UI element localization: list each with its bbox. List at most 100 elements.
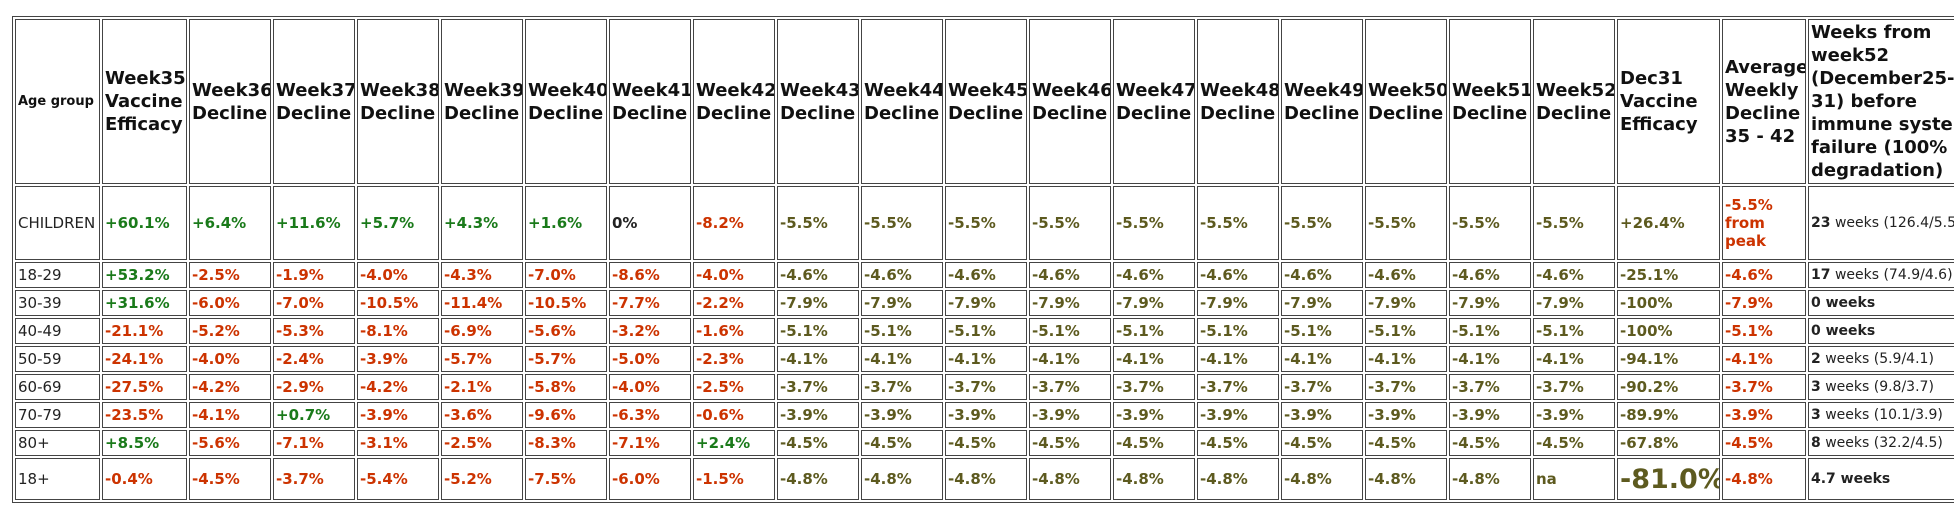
value-cell: +26.4%: [1617, 186, 1720, 260]
value-cell: -5.1%: [1365, 318, 1447, 344]
value-cell: -24.1%: [102, 346, 187, 372]
value-cell: -4.5%: [861, 430, 943, 456]
value-cell: -3.9%: [1113, 402, 1195, 428]
value-cell: -7.9%: [945, 290, 1027, 316]
column-header: Average Weekly Decline 35 - 42: [1722, 19, 1806, 184]
age-group: 40-49: [15, 318, 100, 344]
value-cell: -5.8%: [525, 374, 607, 400]
value-cell: -2.5%: [441, 430, 523, 456]
value-cell: -4.1%: [1365, 346, 1447, 372]
weeks-cell: 2 weeks (5.9/4.1): [1808, 346, 1954, 372]
value-cell: +53.2%: [102, 262, 187, 288]
value-cell: -2.2%: [693, 290, 775, 316]
value-cell: -4.1%: [189, 402, 271, 428]
table-row: 80+ +8.5% -5.6% -7.1% -3.1% -2.5% -8.3% -7.1% +2…: [15, 430, 1954, 456]
value-cell: -3.9%: [1449, 402, 1531, 428]
value-cell: -7.9%: [1197, 290, 1279, 316]
value-cell: -3.7%: [861, 374, 943, 400]
value-cell: -67.8%: [1617, 430, 1720, 456]
weeks-detail: weeks (74.9/4.6): [1834, 267, 1953, 283]
value-cell: -4.6%: [1449, 262, 1531, 288]
value-cell: -3.7%: [1365, 374, 1447, 400]
value-cell: -8.6%: [609, 262, 691, 288]
column-header: Week39 Decline: [441, 19, 523, 184]
value-cell: -1.6%: [693, 318, 775, 344]
value-cell: -5.5%: [1449, 186, 1531, 260]
value-cell: -5.5%: [945, 186, 1027, 260]
value-cell: -4.6%: [1113, 262, 1195, 288]
column-header: Week49 Decline: [1281, 19, 1363, 184]
value-cell: -11.4%: [441, 290, 523, 316]
value-cell: -4.0%: [609, 374, 691, 400]
column-header: Week45 Decline: [945, 19, 1027, 184]
age-group: 18+: [15, 458, 100, 500]
table-row: 18-29 +53.2% -2.5% -1.9% -4.0% -4.3% -7.0% -8.6…: [15, 262, 1954, 288]
value-cell: -3.9%: [861, 402, 943, 428]
value-cell: -8.1%: [357, 318, 439, 344]
weeks-cell: 23 weeks (126.4/5.5): [1808, 186, 1954, 260]
weeks-cell: 8 weeks (32.2/4.5): [1808, 430, 1954, 456]
age-group: 50-59: [15, 346, 100, 372]
weeks-cell: 4.7 weeks: [1808, 458, 1954, 500]
table-wrap: Age group Week35 Vaccine Efficacy Week36 D…: [12, 16, 1954, 503]
weeks-count: 23: [1811, 215, 1831, 231]
value-cell: -5.5%: [1113, 186, 1195, 260]
column-header: Week51 Decline: [1449, 19, 1531, 184]
weeks-count: 3: [1811, 407, 1821, 423]
value-cell: -5.3%: [273, 318, 355, 344]
value-cell: -1.9%: [273, 262, 355, 288]
value-cell: -4.6%: [1533, 262, 1615, 288]
value-cell: -4.6%: [1029, 262, 1111, 288]
value-cell: -3.7%: [1533, 374, 1615, 400]
value-cell: -3.7%: [777, 374, 859, 400]
weeks-cell: 17 weeks (74.9/4.6): [1808, 262, 1954, 288]
weeks-cell: 0 weeks: [1808, 290, 1954, 316]
value-cell: -4.8%: [1113, 458, 1195, 500]
value-cell: -7.1%: [609, 430, 691, 456]
column-header: Week50 Decline: [1365, 19, 1447, 184]
value-cell: -0.6%: [693, 402, 775, 428]
value-cell: -4.1%: [1029, 346, 1111, 372]
value-cell: -5.2%: [441, 458, 523, 500]
value-cell: -4.8%: [1281, 458, 1363, 500]
value-cell: +11.6%: [273, 186, 355, 260]
value-cell: -4.1%: [1281, 346, 1363, 372]
value-cell: -4.8%: [1722, 458, 1806, 500]
value-cell: -3.9%: [1197, 402, 1279, 428]
value-cell: -2.4%: [273, 346, 355, 372]
value-cell: +5.7%: [357, 186, 439, 260]
value-cell: -5.6%: [189, 430, 271, 456]
weeks-count: 8: [1811, 435, 1821, 451]
value-cell: -4.6%: [1197, 262, 1279, 288]
value-cell: -5.2%: [189, 318, 271, 344]
column-header: Dec31 Vaccine Efficacy: [1617, 19, 1720, 184]
value-cell: -6.0%: [189, 290, 271, 316]
value-cell: -6.3%: [609, 402, 691, 428]
weeks-count: 3: [1811, 379, 1821, 395]
value-cell: +4.3%: [441, 186, 523, 260]
value-cell: -4.1%: [861, 346, 943, 372]
column-header: Week52 Decline: [1533, 19, 1615, 184]
value-cell: -27.5%: [102, 374, 187, 400]
value-cell: -3.7%: [1029, 374, 1111, 400]
value-cell: -5.5%: [1197, 186, 1279, 260]
value-cell: -5.7%: [441, 346, 523, 372]
weeks-cell: 0 weeks: [1808, 318, 1954, 344]
column-header: Week42 Decline: [693, 19, 775, 184]
column-header: Week38 Decline: [357, 19, 439, 184]
value-cell: -7.0%: [525, 262, 607, 288]
header-row: Age group Week35 Vaccine Efficacy Week36 D…: [15, 19, 1954, 184]
value-cell: -5.7%: [525, 346, 607, 372]
value-cell: -4.1%: [1533, 346, 1615, 372]
value-cell: -23.5%: [102, 402, 187, 428]
value-cell: -5.5%: [1365, 186, 1447, 260]
value-cell: -3.7%: [1113, 374, 1195, 400]
value-cell: -3.2%: [609, 318, 691, 344]
value-cell: -7.9%: [1029, 290, 1111, 316]
value-cell: -4.8%: [1197, 458, 1279, 500]
weeks-detail: weeks (32.2/4.5): [1825, 435, 1943, 451]
value-cell: -5.5%: [1281, 186, 1363, 260]
value-cell: +6.4%: [189, 186, 271, 260]
value-cell: -0.4%: [102, 458, 187, 500]
column-header: Age group: [15, 19, 100, 184]
